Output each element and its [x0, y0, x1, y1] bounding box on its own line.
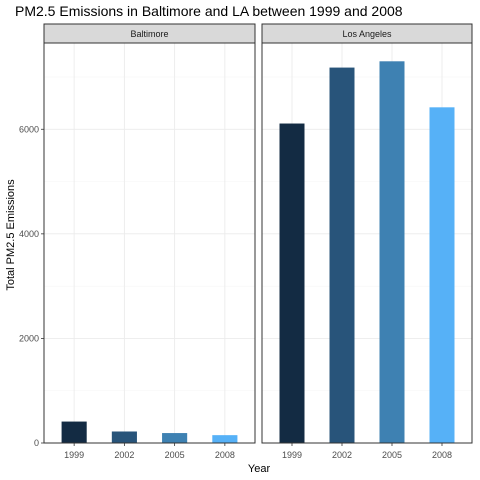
x-tick-label: 2008: [215, 450, 235, 460]
bar-los-angeles-2005: [379, 61, 405, 443]
y-axis-title: Total PM2.5 Emissions: [5, 179, 17, 291]
x-tick-label: 2005: [382, 450, 402, 460]
bar-baltimore-2005: [162, 433, 188, 443]
x-tick-label: 1999: [64, 450, 84, 460]
bar-baltimore-2002: [111, 431, 137, 443]
x-tick-label: 2002: [114, 450, 134, 460]
y-tick-label: 2000: [19, 333, 39, 343]
bar-los-angeles-1999: [279, 123, 305, 443]
panel-border-2: [261, 42, 473, 444]
y-tick-label: 6000: [19, 124, 39, 134]
facet-label-1: Baltimore: [130, 29, 168, 39]
bar-baltimore-2008: [212, 435, 238, 443]
bar-los-angeles-2008: [429, 107, 455, 444]
x-tick-label: 2002: [332, 450, 352, 460]
x-tick-label: 1999: [282, 450, 302, 460]
panel-border-1: [43, 42, 256, 444]
y-tick-label: 4000: [19, 229, 39, 239]
x-tick-label: 2008: [432, 450, 452, 460]
bar-los-angeles-2002: [329, 67, 355, 443]
y-tick-label: 0: [34, 438, 39, 448]
x-tick-label: 2005: [165, 450, 185, 460]
x-axis-title: Year: [248, 463, 271, 475]
chart-title: PM2.5 Emissions in Baltimore and LA betw…: [15, 3, 403, 19]
facet-panels: Baltimore 1999 2002 2005 2008 Los Angeles 1999…: [19, 23, 473, 460]
facet-label-2: Los Angeles: [342, 29, 392, 39]
bar-baltimore-1999: [61, 421, 87, 443]
